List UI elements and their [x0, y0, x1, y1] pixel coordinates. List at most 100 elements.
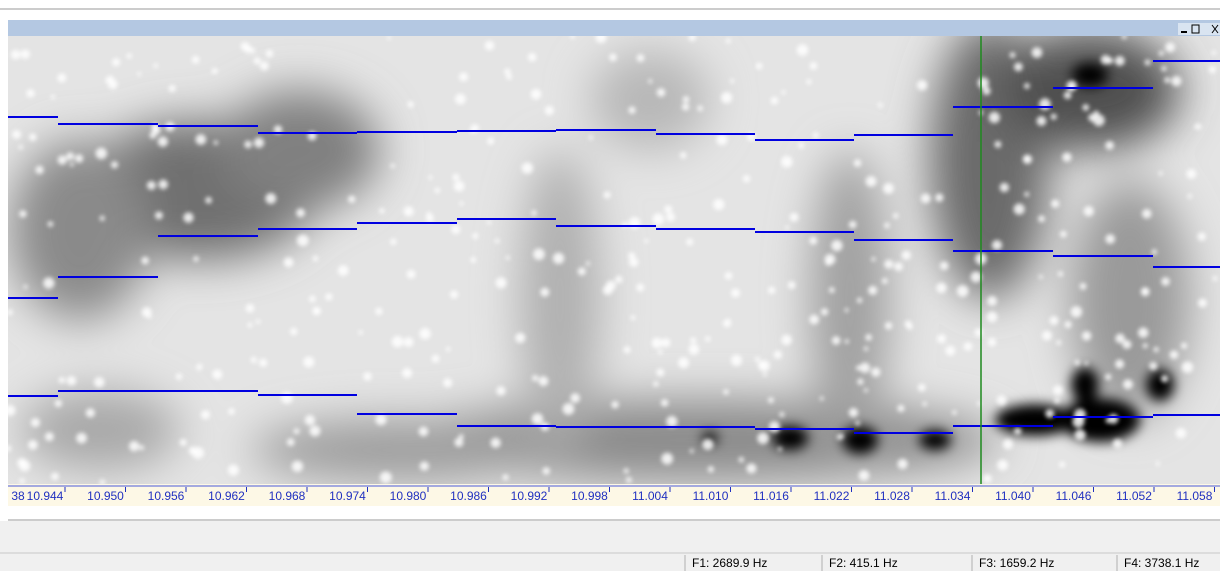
dot	[680, 152, 687, 159]
dot	[716, 134, 727, 145]
dot	[1187, 194, 1192, 199]
dot	[553, 253, 564, 264]
dot	[158, 136, 168, 146]
dot	[624, 346, 631, 353]
dot	[472, 233, 478, 239]
status-field: F2: 415.1 Hz	[829, 556, 898, 570]
dot	[666, 213, 675, 222]
dot	[515, 333, 525, 343]
blob	[842, 426, 878, 454]
dot	[402, 368, 412, 378]
dot	[1115, 56, 1125, 66]
dot	[18, 145, 23, 150]
dot	[603, 285, 613, 295]
dot	[303, 356, 314, 367]
dot	[455, 94, 466, 105]
dot	[19, 478, 25, 484]
dot	[1170, 350, 1179, 359]
dot	[35, 166, 43, 174]
dot	[1064, 321, 1071, 328]
time-label: 11.004	[632, 489, 668, 503]
dot	[648, 79, 652, 83]
dot	[759, 360, 770, 371]
dot	[657, 88, 666, 97]
dot	[1149, 362, 1157, 370]
dot	[609, 53, 617, 61]
dot	[630, 315, 635, 320]
dot	[1176, 428, 1187, 439]
dot	[358, 330, 363, 335]
dot	[825, 259, 832, 266]
dot	[829, 287, 835, 293]
dot	[897, 459, 907, 469]
dot	[495, 239, 500, 244]
dot	[459, 201, 463, 205]
dot	[426, 212, 431, 217]
dot	[940, 261, 949, 270]
dot	[155, 211, 163, 219]
dot	[1211, 50, 1216, 55]
time-label: 11.028	[874, 489, 910, 503]
time-label: 10.974	[329, 489, 366, 503]
dot	[12, 130, 21, 139]
dot	[19, 210, 26, 217]
dot	[254, 57, 261, 64]
dot	[820, 397, 824, 401]
dot	[989, 112, 1000, 123]
dot	[212, 68, 218, 74]
dot	[578, 267, 586, 275]
dot	[228, 465, 239, 476]
dot	[435, 188, 441, 194]
dot	[106, 76, 113, 83]
dot	[1042, 331, 1052, 341]
dot	[708, 466, 714, 472]
dot	[139, 445, 144, 450]
dot	[1024, 192, 1029, 197]
window-controls[interactable]	[1178, 23, 1220, 35]
time-label: 11.034	[935, 489, 971, 503]
dot	[290, 328, 297, 335]
dot	[845, 308, 849, 312]
blob	[1146, 369, 1174, 401]
dot	[487, 220, 491, 224]
dot	[111, 161, 118, 168]
dot	[664, 205, 672, 213]
spectrogram	[4, 20, 1220, 485]
dot	[404, 337, 414, 347]
dot	[338, 265, 349, 276]
dot	[832, 336, 841, 345]
dot	[29, 133, 37, 141]
dot	[1153, 347, 1158, 352]
dot	[1082, 104, 1089, 111]
dot	[1053, 385, 1063, 395]
dot	[506, 256, 510, 260]
dot	[871, 257, 875, 261]
dot	[1039, 275, 1043, 279]
dot	[419, 328, 430, 339]
dot	[611, 401, 618, 408]
dot	[1171, 76, 1181, 86]
dot	[260, 61, 269, 70]
dot	[58, 155, 67, 164]
dot	[1186, 169, 1196, 179]
dot	[452, 174, 459, 181]
time-label: 10.968	[269, 489, 306, 503]
dot	[296, 208, 305, 217]
dot	[658, 350, 663, 355]
status-field: F4: 3738.1 Hz	[1124, 556, 1199, 570]
dot	[864, 347, 868, 351]
dot	[1051, 200, 1059, 208]
dot	[992, 240, 1002, 250]
dot	[531, 89, 542, 100]
dot	[1159, 171, 1163, 175]
dot	[142, 307, 152, 317]
dot	[917, 80, 928, 91]
dot	[1038, 215, 1045, 222]
dot	[100, 216, 105, 221]
dot	[865, 334, 872, 341]
dot	[628, 107, 635, 114]
dot	[183, 212, 193, 222]
dot	[731, 288, 740, 297]
dot	[158, 180, 168, 190]
dot	[485, 41, 495, 51]
